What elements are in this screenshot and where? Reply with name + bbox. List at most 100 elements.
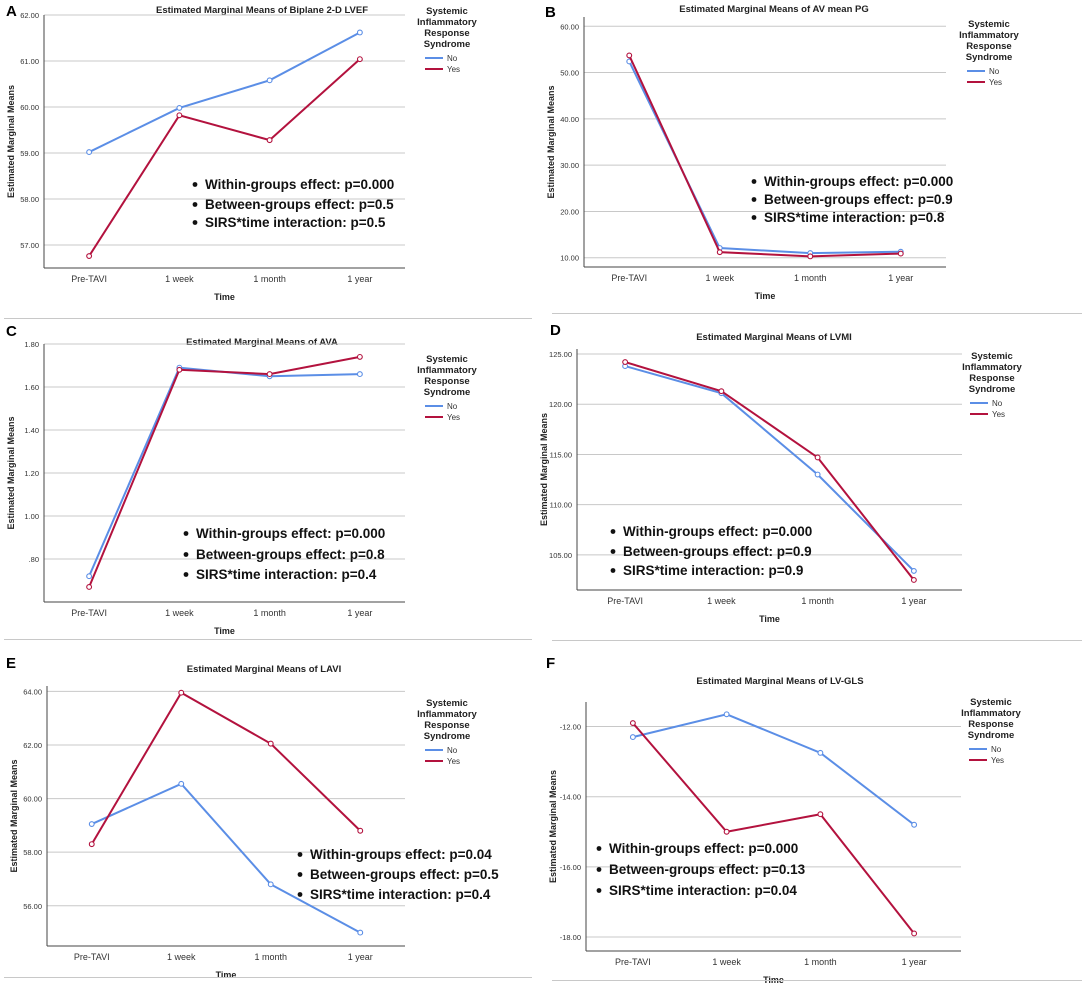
- y-tick-label: 58.00: [20, 195, 39, 204]
- stat-annotation: Between-groups effect: p=0.13: [609, 862, 806, 877]
- x-tick-label: 1 week: [165, 608, 194, 618]
- data-point-yes: [911, 930, 918, 937]
- separator-line: [4, 977, 532, 978]
- series-line-yes: [628, 55, 901, 258]
- y-tick-label: 40.00: [560, 115, 579, 124]
- x-tick-label: 1 month: [801, 596, 834, 606]
- chart-title: Estimated Marginal Means of AVA: [186, 337, 338, 348]
- bullet-icon: [610, 549, 616, 554]
- data-point-no: [817, 749, 824, 756]
- y-tick-label: -18.00: [560, 933, 581, 942]
- y-tick-label: 50.00: [560, 69, 579, 78]
- y-axis-label: Estimated Marginal Means: [6, 85, 16, 198]
- data-point-no: [176, 104, 183, 111]
- chart-title: Estimated Marginal Means of AV mean PG: [679, 4, 869, 15]
- y-tick-label: 110.00: [550, 501, 572, 510]
- stat-annotation: SIRS*time interaction: p=0.4: [196, 567, 377, 582]
- data-point-yes: [718, 388, 725, 395]
- panel-letter: B: [545, 4, 556, 21]
- x-tick-label: 1 week: [712, 957, 741, 967]
- x-axis-label: Time: [216, 970, 237, 980]
- data-point-yes: [897, 250, 904, 257]
- data-point-yes: [716, 249, 723, 256]
- stat-annotation: Within-groups effect: p=0.000: [609, 841, 798, 856]
- stat-annotation: Within-groups effect: p=0.000: [205, 177, 394, 192]
- chart-svg-e: E Estimated Marginal Means of LAVI 56.00 58…: [6, 655, 499, 980]
- data-point-yes: [626, 52, 633, 59]
- bullet-icon: [610, 568, 616, 573]
- stat-annotation: Between-groups effect: p=0.9: [764, 192, 953, 207]
- x-tick-label: 1 year: [347, 608, 372, 618]
- y-tick-label: 20.00: [560, 207, 579, 216]
- y-tick-label: -14.00: [560, 793, 581, 802]
- y-tick-label: 30.00: [560, 161, 579, 170]
- legend-label-no: No: [447, 746, 458, 755]
- legend-label-yes: Yes: [447, 413, 460, 422]
- series-line-no: [91, 782, 361, 934]
- chart-title: Estimated Marginal Means of Biplane 2-D …: [156, 5, 368, 16]
- data-point-no: [911, 821, 918, 828]
- panel-letter: C: [6, 323, 17, 340]
- chart-svg-b: B Estimated Marginal Means of AV mean PG 1…: [545, 4, 1020, 301]
- stat-annotation: SIRS*time interaction: p=0.5: [205, 215, 386, 230]
- chart-svg-a: A Estimated Marginal Means of Biplane 2-D…: [6, 3, 478, 302]
- legend-label-yes: Yes: [991, 756, 1004, 765]
- y-axis-label: Estimated Marginal Means: [6, 416, 16, 529]
- data-point-no: [814, 471, 821, 478]
- legend-title: Systemic Inflammatory Response Syndrome: [417, 6, 477, 50]
- data-point-yes: [807, 253, 814, 260]
- x-axis-label: Time: [759, 614, 780, 624]
- x-axis-label: Time: [214, 292, 235, 302]
- stat-annotation: Between-groups effect: p=0.5: [205, 197, 394, 212]
- y-tick-label: 62.00: [20, 11, 39, 20]
- series-line-no: [88, 366, 360, 577]
- chart-title: Estimated Marginal Means of LV-GLS: [696, 676, 863, 687]
- x-tick-label: Pre-TAVI: [71, 608, 107, 618]
- data-point-no: [723, 711, 730, 718]
- y-tick-label: 10.00: [560, 254, 579, 263]
- bullet-icon: [596, 846, 602, 851]
- chart-panel-c: C Estimated Marginal Means of AVA .80 1.00 1…: [0, 323, 542, 650]
- stat-annotation: Between-groups effect: p=0.8: [196, 547, 385, 562]
- data-point-yes: [266, 371, 273, 378]
- x-axis-label: Time: [755, 291, 776, 301]
- stat-annotation: Within-groups effect: p=0.000: [623, 524, 812, 539]
- data-point-yes: [622, 359, 629, 366]
- y-tick-label: 120.00: [549, 400, 572, 409]
- x-tick-label: 1 year: [901, 596, 926, 606]
- bullet-icon: [751, 179, 757, 184]
- series-line-yes: [88, 58, 361, 257]
- stat-annotation: SIRS*time interaction: p=0.9: [623, 563, 803, 578]
- separator-line: [552, 640, 1082, 641]
- chart-panel-b: B Estimated Marginal Means of AV mean PG 1…: [542, 0, 1084, 325]
- bullet-icon: [751, 197, 757, 202]
- x-tick-label: 1 week: [165, 274, 194, 284]
- legend-label-no: No: [992, 399, 1003, 408]
- x-axis-label: Time: [763, 975, 784, 984]
- data-point-no: [267, 881, 274, 888]
- series-line-yes: [90, 691, 361, 845]
- data-point-yes: [267, 740, 274, 747]
- chart-panel-f: F Estimated Marginal Means of LV-GLS -18.0…: [542, 650, 1084, 984]
- bullet-icon: [297, 852, 303, 857]
- data-point-no: [356, 371, 363, 378]
- data-point-yes: [817, 811, 824, 818]
- data-point-yes: [629, 720, 636, 726]
- y-tick-label: 56.00: [23, 902, 42, 911]
- legend-title: Systemic Inflammatory Response Syndrome: [962, 351, 1022, 395]
- x-tick-label: 1 year: [888, 273, 913, 283]
- x-tick-label: 1 year: [902, 957, 927, 967]
- y-tick-label: 1.60: [24, 383, 39, 392]
- x-tick-label: Pre-TAVI: [74, 952, 110, 962]
- data-point-no: [86, 573, 93, 580]
- chart-panel-d: D Estimated Marginal Means of LVMI 105.00 1…: [539, 322, 1084, 650]
- bullet-icon: [192, 220, 198, 225]
- chart-panel-a: A Estimated Marginal Means of Biplane 2-D…: [0, 0, 542, 325]
- x-tick-label: 1 year: [348, 952, 373, 962]
- data-point-yes: [814, 454, 821, 461]
- separator-line: [552, 980, 1082, 981]
- bullet-icon: [596, 867, 602, 872]
- data-point-yes: [910, 577, 917, 583]
- legend-label-yes: Yes: [989, 78, 1002, 87]
- data-point-no: [88, 821, 95, 827]
